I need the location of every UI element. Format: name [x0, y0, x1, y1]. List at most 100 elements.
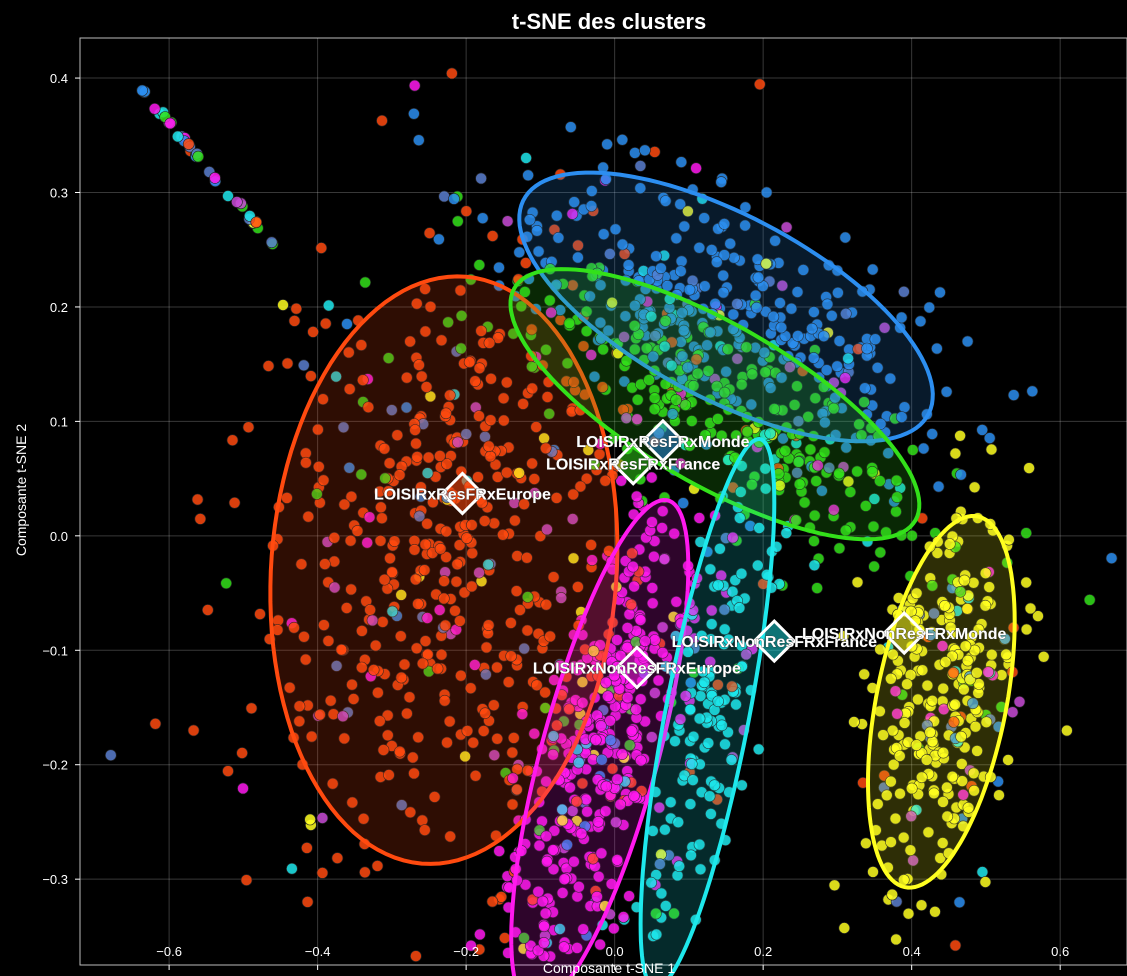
scatter-point [442, 316, 454, 329]
scatter-point [438, 190, 451, 203]
scatter-point [659, 823, 671, 836]
scatter-point [577, 340, 590, 353]
scatter-point [934, 286, 946, 299]
scatter-point [415, 370, 428, 383]
scatter-point [595, 847, 608, 860]
cluster-label: LOISIRxResFRxEurope [374, 486, 551, 503]
scatter-point [410, 642, 423, 655]
scatter-point [572, 581, 584, 593]
scatter-point [710, 256, 723, 268]
scatter-point [493, 845, 506, 857]
scatter-point [474, 928, 486, 941]
scatter-point [148, 103, 161, 115]
scatter-point [495, 891, 508, 903]
scatter-point [758, 346, 771, 359]
scatter-point [724, 237, 737, 250]
scatter-point [905, 605, 917, 618]
scatter-point [366, 614, 379, 627]
scatter-point [861, 342, 873, 355]
scatter-point [885, 672, 897, 685]
scatter-point [698, 280, 711, 293]
scatter-point [322, 299, 335, 312]
scatter-point [931, 547, 944, 559]
scatter-point [444, 389, 456, 402]
scatter-point [601, 138, 613, 151]
y-tick-label: −0.3 [42, 872, 68, 887]
scatter-point [408, 79, 421, 92]
scatter-point [475, 325, 488, 337]
scatter-point [842, 352, 854, 365]
scatter-point [383, 457, 396, 470]
scatter-point [574, 480, 587, 493]
scatter-point [807, 352, 820, 364]
scatter-point [401, 707, 413, 720]
scatter-point [446, 67, 458, 80]
scatter-point [712, 678, 724, 691]
scatter-point [443, 715, 456, 728]
scatter-point [472, 471, 484, 483]
scatter-point [759, 482, 772, 495]
scatter-point [465, 580, 478, 593]
scatter-point [877, 729, 889, 741]
scatter-point [898, 285, 910, 298]
scatter-point [806, 322, 818, 335]
scatter-point [375, 501, 387, 514]
scatter-point [623, 739, 636, 752]
scatter-point [676, 350, 689, 363]
scatter-point [656, 621, 669, 634]
scatter-point [245, 702, 258, 715]
scatter-point [953, 896, 966, 909]
scatter-point [874, 546, 887, 559]
scatter-point [629, 147, 641, 159]
scatter-point [859, 500, 872, 512]
scatter-point [337, 421, 350, 434]
scatter-point [412, 731, 425, 744]
scatter-point [677, 324, 690, 337]
scatter-point [777, 432, 789, 445]
scatter-point [674, 457, 687, 470]
scatter-point [955, 758, 968, 770]
scatter-point [355, 661, 368, 674]
scatter-point [513, 246, 526, 259]
scatter-point [528, 727, 541, 740]
scatter-point [1083, 594, 1096, 606]
x-tick-label: −0.4 [305, 944, 331, 959]
scatter-point [887, 758, 900, 771]
scatter-point [904, 844, 917, 857]
scatter-point [492, 332, 504, 344]
scatter-point [455, 342, 467, 355]
scatter-point [976, 424, 989, 436]
scatter-point [648, 146, 661, 158]
scatter-point [591, 890, 603, 903]
scatter-point [517, 398, 529, 410]
scatter-point [939, 656, 952, 668]
scatter-point [699, 429, 712, 442]
scatter-point [528, 473, 541, 485]
scatter-point [698, 212, 711, 224]
scatter-point [486, 230, 499, 242]
scatter-point [618, 331, 630, 343]
scatter-point [788, 399, 801, 411]
scatter-point [1026, 385, 1039, 398]
scatter-point [301, 842, 313, 854]
scatter-point [736, 779, 748, 792]
x-axis-label: Composante t-SNE 1 [543, 960, 675, 976]
scatter-point [237, 782, 249, 795]
scatter-point [722, 343, 734, 356]
scatter-point [929, 905, 941, 918]
scatter-point [300, 456, 312, 469]
scatter-point [588, 370, 601, 383]
scatter-point [914, 315, 927, 328]
scatter-point [136, 84, 148, 97]
scatter-point [719, 738, 731, 751]
scatter-point [547, 844, 559, 856]
scatter-point [1013, 695, 1026, 708]
x-tick-label: −0.6 [156, 944, 182, 959]
scatter-point [545, 306, 557, 319]
scatter-point [884, 372, 897, 385]
scatter-point [640, 342, 653, 355]
scatter-point [898, 717, 911, 729]
scatter-point [727, 308, 740, 321]
scatter-point [500, 376, 513, 389]
scatter-point [684, 798, 697, 810]
